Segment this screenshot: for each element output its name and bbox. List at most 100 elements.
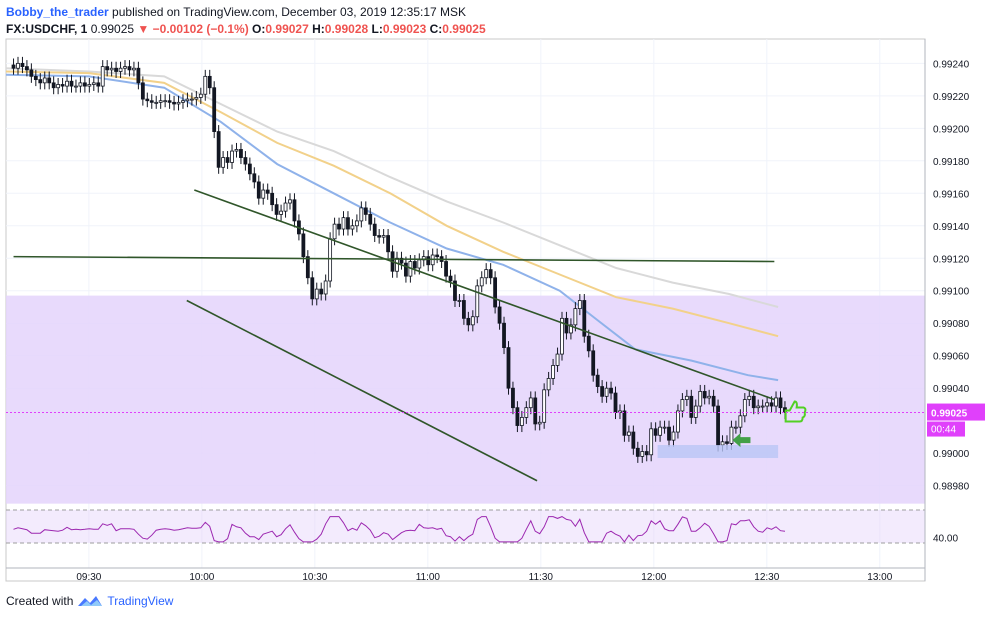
candle-body [649, 428, 654, 456]
candle-body [609, 387, 613, 394]
candle-body [778, 397, 783, 409]
candle-body [684, 395, 689, 400]
publish-info: Bobby_the_trader published on TradingVie… [6, 5, 466, 19]
time-tick-label: 10:00 [189, 572, 214, 583]
candle-body [680, 399, 685, 412]
candle-body [528, 397, 533, 409]
candle-body [707, 395, 712, 399]
rsi-level-label: 40.00 [933, 534, 958, 545]
candle-body [172, 101, 176, 105]
candle-body [328, 238, 333, 282]
candle-body [395, 257, 399, 272]
created-with-text: Created with [6, 594, 74, 608]
candle-body [613, 392, 618, 413]
candle-body [60, 84, 65, 87]
candle-body [676, 410, 680, 433]
candle-body [323, 280, 328, 295]
candle-body [207, 75, 212, 89]
candle-body [756, 405, 761, 409]
last-price-tag [927, 403, 985, 421]
time-tick-label: 13:00 [867, 572, 892, 583]
candle-body [11, 64, 16, 69]
rsi-zone-rect [6, 510, 925, 543]
candle-body [502, 322, 506, 348]
candle-body [537, 421, 542, 425]
annotations [6, 400, 925, 459]
candle-body [239, 149, 243, 158]
candle-body [765, 402, 770, 407]
candle-body [725, 441, 729, 444]
candle-body [644, 451, 649, 456]
candle-body [751, 395, 756, 409]
candle-body [671, 431, 676, 441]
time-tick-label: 11:30 [529, 572, 554, 583]
trendline-3[interactable] [186, 299, 538, 482]
candle-body [301, 233, 306, 258]
candle-body [140, 82, 145, 100]
price-tick-label: 0.99240 [933, 59, 970, 70]
candle-body [742, 399, 747, 417]
time-tick-label: 12:30 [754, 572, 779, 583]
axes: 0.99240 0.99220 0.99200 0.99180 0.99160 0.991… [6, 39, 985, 583]
candle-body [114, 67, 118, 72]
candle-body [256, 181, 261, 199]
author-link[interactable]: Bobby_the_trader [6, 5, 109, 19]
candle-body [91, 82, 96, 85]
candle-body [426, 256, 431, 266]
chart-header: Bobby_the_trader published on TradingVie… [6, 5, 986, 39]
last-price: 0.99025 [90, 22, 135, 36]
candle-body [546, 378, 551, 391]
candle-body [270, 192, 275, 206]
candle-body [769, 402, 774, 407]
candle-body [404, 262, 408, 277]
candle-body [118, 67, 123, 72]
price-tick-label: 0.99140 [933, 222, 970, 233]
candle-body [42, 77, 47, 84]
candle-body [622, 410, 627, 436]
candle-body [354, 220, 359, 227]
candle-body [582, 300, 587, 337]
candle-body [16, 62, 20, 69]
price-chart-svg[interactable]: 0.99240 0.99220 0.99200 0.99180 0.99160 0.991… [0, 38, 988, 583]
candle-body [167, 100, 172, 103]
price-tick-label: 0.99160 [933, 189, 970, 200]
candle-body [698, 391, 703, 407]
candle-body [51, 82, 56, 89]
candle-body [555, 353, 560, 366]
time-tick-label: 09:30 [76, 572, 101, 583]
chart-area[interactable]: 0.99240 0.99220 0.99200 0.99180 0.99160 0.991… [0, 38, 988, 583]
candle-body [149, 100, 154, 103]
candle-body [586, 335, 591, 352]
candle-body [600, 386, 605, 397]
candle-body [511, 387, 515, 409]
published-text: published on TradingView.com, December 0… [112, 5, 467, 19]
candle-body [693, 405, 698, 418]
price-tick-label: 0.99100 [933, 287, 970, 298]
price-tick-label: 0.99200 [933, 124, 970, 135]
demand-box [657, 445, 779, 459]
candle-body [466, 317, 471, 326]
tradingview-brand[interactable]: TradingView [107, 594, 174, 608]
candle-body [337, 223, 341, 230]
candle-body [283, 202, 288, 212]
candle-body [69, 80, 74, 87]
candle-body [145, 98, 150, 102]
candle-body [279, 210, 283, 215]
candle-body [78, 82, 83, 87]
candle-body [774, 397, 778, 407]
thumbs-up-icon [784, 400, 807, 423]
candle-body [363, 207, 368, 215]
trendline-1[interactable] [194, 189, 775, 401]
trendline-2[interactable] [13, 255, 775, 263]
candle-body [631, 431, 636, 449]
candle-body [381, 235, 386, 238]
close-label: C: [429, 22, 443, 36]
candle-body [56, 84, 61, 89]
close-value: 0.99025 [442, 22, 486, 36]
candle-body [551, 365, 555, 379]
candle-body [444, 261, 448, 277]
trendlines[interactable] [13, 189, 775, 482]
candle-body [595, 374, 600, 387]
candle-body [399, 257, 404, 264]
countdown-label: 00:44 [931, 425, 956, 436]
